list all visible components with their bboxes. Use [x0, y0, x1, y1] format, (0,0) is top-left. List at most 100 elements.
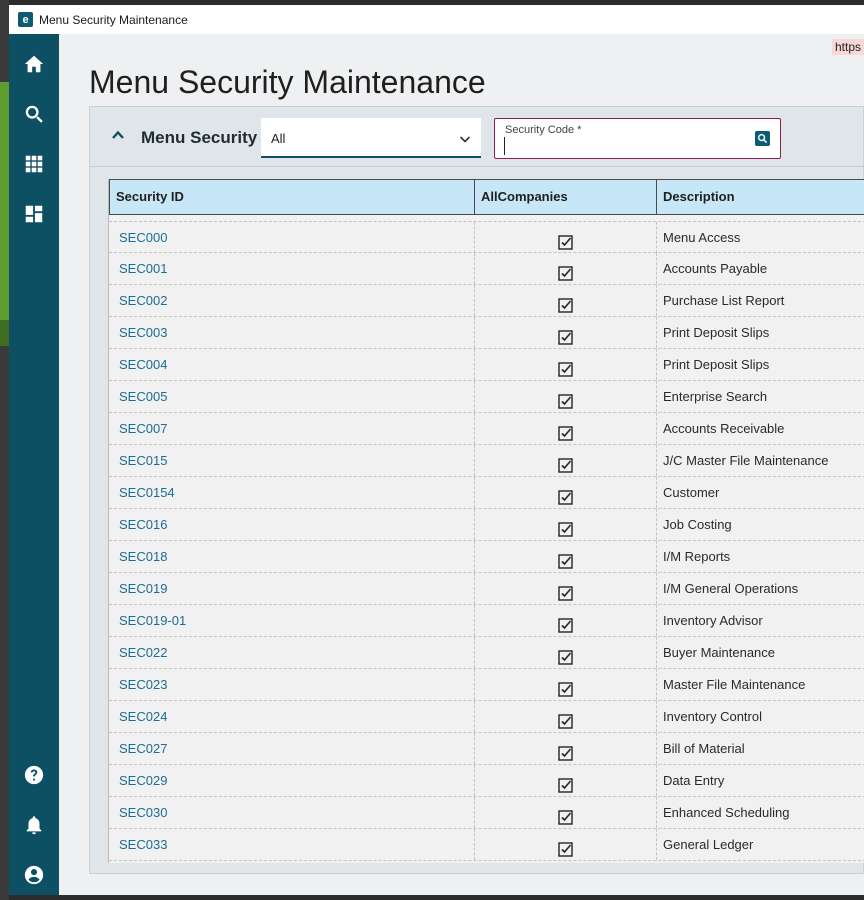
table-row[interactable]: SEC030 Enhanced Scheduling: [109, 797, 864, 829]
column-header-description[interactable]: Description: [663, 189, 735, 204]
security-id-link[interactable]: SEC005: [119, 389, 168, 404]
search-icon: [25, 105, 43, 123]
allcompanies-cell: [475, 541, 657, 572]
security-id-link[interactable]: SEC022: [119, 645, 168, 660]
allcompanies-cell: [475, 445, 657, 476]
help-button[interactable]: [9, 755, 59, 795]
checked-checkbox-icon[interactable]: [558, 453, 573, 473]
allcompanies-cell: [475, 317, 657, 348]
security-id-link[interactable]: SEC002: [119, 293, 168, 308]
security-id-link[interactable]: SEC019: [119, 581, 168, 596]
description-cell: Master File Maintenance: [663, 677, 806, 692]
allcompanies-cell: [475, 477, 657, 508]
apps-button[interactable]: [9, 144, 59, 184]
description-cell: Enterprise Search: [663, 389, 768, 404]
security-id-link[interactable]: SEC015: [119, 453, 168, 468]
column-header-allcompanies[interactable]: AllCompanies: [475, 180, 657, 214]
security-id-link[interactable]: SEC001: [119, 261, 168, 276]
security-id-link[interactable]: SEC030: [119, 805, 168, 820]
table-row[interactable]: SEC023 Master File Maintenance: [109, 669, 864, 701]
table-row[interactable]: SEC027 Bill of Material: [109, 733, 864, 765]
table-row[interactable]: SEC018 I/M Reports: [109, 541, 864, 573]
checked-checkbox-icon[interactable]: [558, 805, 573, 825]
checked-checkbox-icon[interactable]: [558, 581, 573, 601]
checked-checkbox-icon[interactable]: [558, 517, 573, 537]
table-row[interactable]: SEC015 J/C Master File Maintenance: [109, 445, 864, 477]
table-row[interactable]: SEC019-01 Inventory Advisor: [109, 605, 864, 637]
filter-select[interactable]: All: [261, 118, 481, 158]
search-button[interactable]: [9, 94, 59, 134]
checked-checkbox-icon[interactable]: [558, 773, 573, 793]
grid-body: SEC000 Menu Access SEC001 Accounts Payable S…: [109, 221, 864, 861]
url-chip: https: [831, 39, 864, 55]
table-row[interactable]: SEC005 Enterprise Search: [109, 381, 864, 413]
table-row[interactable]: SEC000 Menu Access: [109, 221, 864, 253]
security-id-link[interactable]: SEC0154: [119, 485, 175, 500]
table-row[interactable]: SEC003 Print Deposit Slips: [109, 317, 864, 349]
table-row[interactable]: SEC033 General Ledger: [109, 829, 864, 861]
table-row[interactable]: SEC007 Accounts Receivable: [109, 413, 864, 445]
checked-checkbox-icon[interactable]: [558, 677, 573, 697]
column-header-security-id[interactable]: Security ID: [109, 180, 475, 214]
security-id-cell: SEC016: [109, 509, 475, 540]
checked-checkbox-icon[interactable]: [558, 837, 573, 857]
security-id-cell: SEC024: [109, 701, 475, 732]
table-row[interactable]: SEC019 I/M General Operations: [109, 573, 864, 605]
table-row[interactable]: SEC0154 Customer: [109, 477, 864, 509]
table-row[interactable]: SEC022 Buyer Maintenance: [109, 637, 864, 669]
security-id-link[interactable]: SEC007: [119, 421, 168, 436]
description-cell: I/M General Operations: [663, 581, 799, 596]
security-id-link[interactable]: SEC000: [119, 230, 168, 245]
table-row[interactable]: SEC002 Purchase List Report: [109, 285, 864, 317]
security-id-link[interactable]: SEC003: [119, 325, 168, 340]
checked-checkbox-icon[interactable]: [558, 741, 573, 761]
security-id-link[interactable]: SEC018: [119, 549, 168, 564]
checked-checkbox-icon[interactable]: [558, 613, 573, 633]
checked-checkbox-icon[interactable]: [558, 261, 573, 281]
security-id-link[interactable]: SEC033: [119, 837, 168, 852]
notifications-button[interactable]: [9, 805, 59, 845]
table-row[interactable]: SEC004 Print Deposit Slips: [109, 349, 864, 381]
checked-checkbox-icon[interactable]: [558, 325, 573, 345]
allcompanies-cell: [475, 829, 657, 860]
security-grid: Security ID AllCompanies Description SEC…: [108, 179, 864, 863]
allcompanies-cell: [475, 285, 657, 316]
security-id-link[interactable]: SEC029: [119, 773, 168, 788]
security-id-link[interactable]: SEC027: [119, 741, 168, 756]
dashboard-button[interactable]: [9, 194, 59, 234]
security-id-link[interactable]: SEC016: [119, 517, 168, 532]
checked-checkbox-icon[interactable]: [558, 357, 573, 377]
checked-checkbox-icon[interactable]: [558, 293, 573, 313]
checked-checkbox-icon[interactable]: [558, 549, 573, 569]
chevron-down-icon: [459, 132, 471, 144]
security-id-cell: SEC004: [109, 349, 475, 380]
checked-checkbox-icon[interactable]: [558, 421, 573, 441]
table-row[interactable]: SEC016 Job Costing: [109, 509, 864, 541]
security-id-cell: SEC029: [109, 765, 475, 796]
table-row[interactable]: SEC029 Data Entry: [109, 765, 864, 797]
main-content: https Menu Security Maintenance Menu Sec…: [59, 34, 864, 895]
account-icon: [24, 865, 44, 885]
account-button[interactable]: [9, 855, 59, 895]
description-cell: Customer: [663, 485, 720, 500]
lookup-search-icon[interactable]: [755, 131, 770, 146]
security-id-link[interactable]: SEC023: [119, 677, 168, 692]
checked-checkbox-icon[interactable]: [558, 485, 573, 505]
security-id-link[interactable]: SEC024: [119, 709, 168, 724]
table-row[interactable]: SEC001 Accounts Payable: [109, 253, 864, 285]
allcompanies-cell: [475, 509, 657, 540]
checked-checkbox-icon[interactable]: [558, 389, 573, 409]
app-window: e Menu Security Maintenance https Menu S…: [9, 5, 864, 895]
security-code-input[interactable]: [504, 137, 744, 155]
checked-checkbox-icon[interactable]: [558, 645, 573, 665]
home-button[interactable]: [9, 44, 59, 84]
checked-checkbox-icon[interactable]: [558, 230, 573, 250]
table-row[interactable]: SEC024 Inventory Control: [109, 701, 864, 733]
collapse-button[interactable]: [106, 123, 130, 147]
filter-select-value: All: [271, 131, 286, 146]
allcompanies-cell: [475, 381, 657, 412]
checked-checkbox-icon[interactable]: [558, 709, 573, 729]
security-id-link[interactable]: SEC019-01: [119, 613, 187, 628]
description-cell: Print Deposit Slips: [663, 325, 770, 340]
security-id-link[interactable]: SEC004: [119, 357, 168, 372]
